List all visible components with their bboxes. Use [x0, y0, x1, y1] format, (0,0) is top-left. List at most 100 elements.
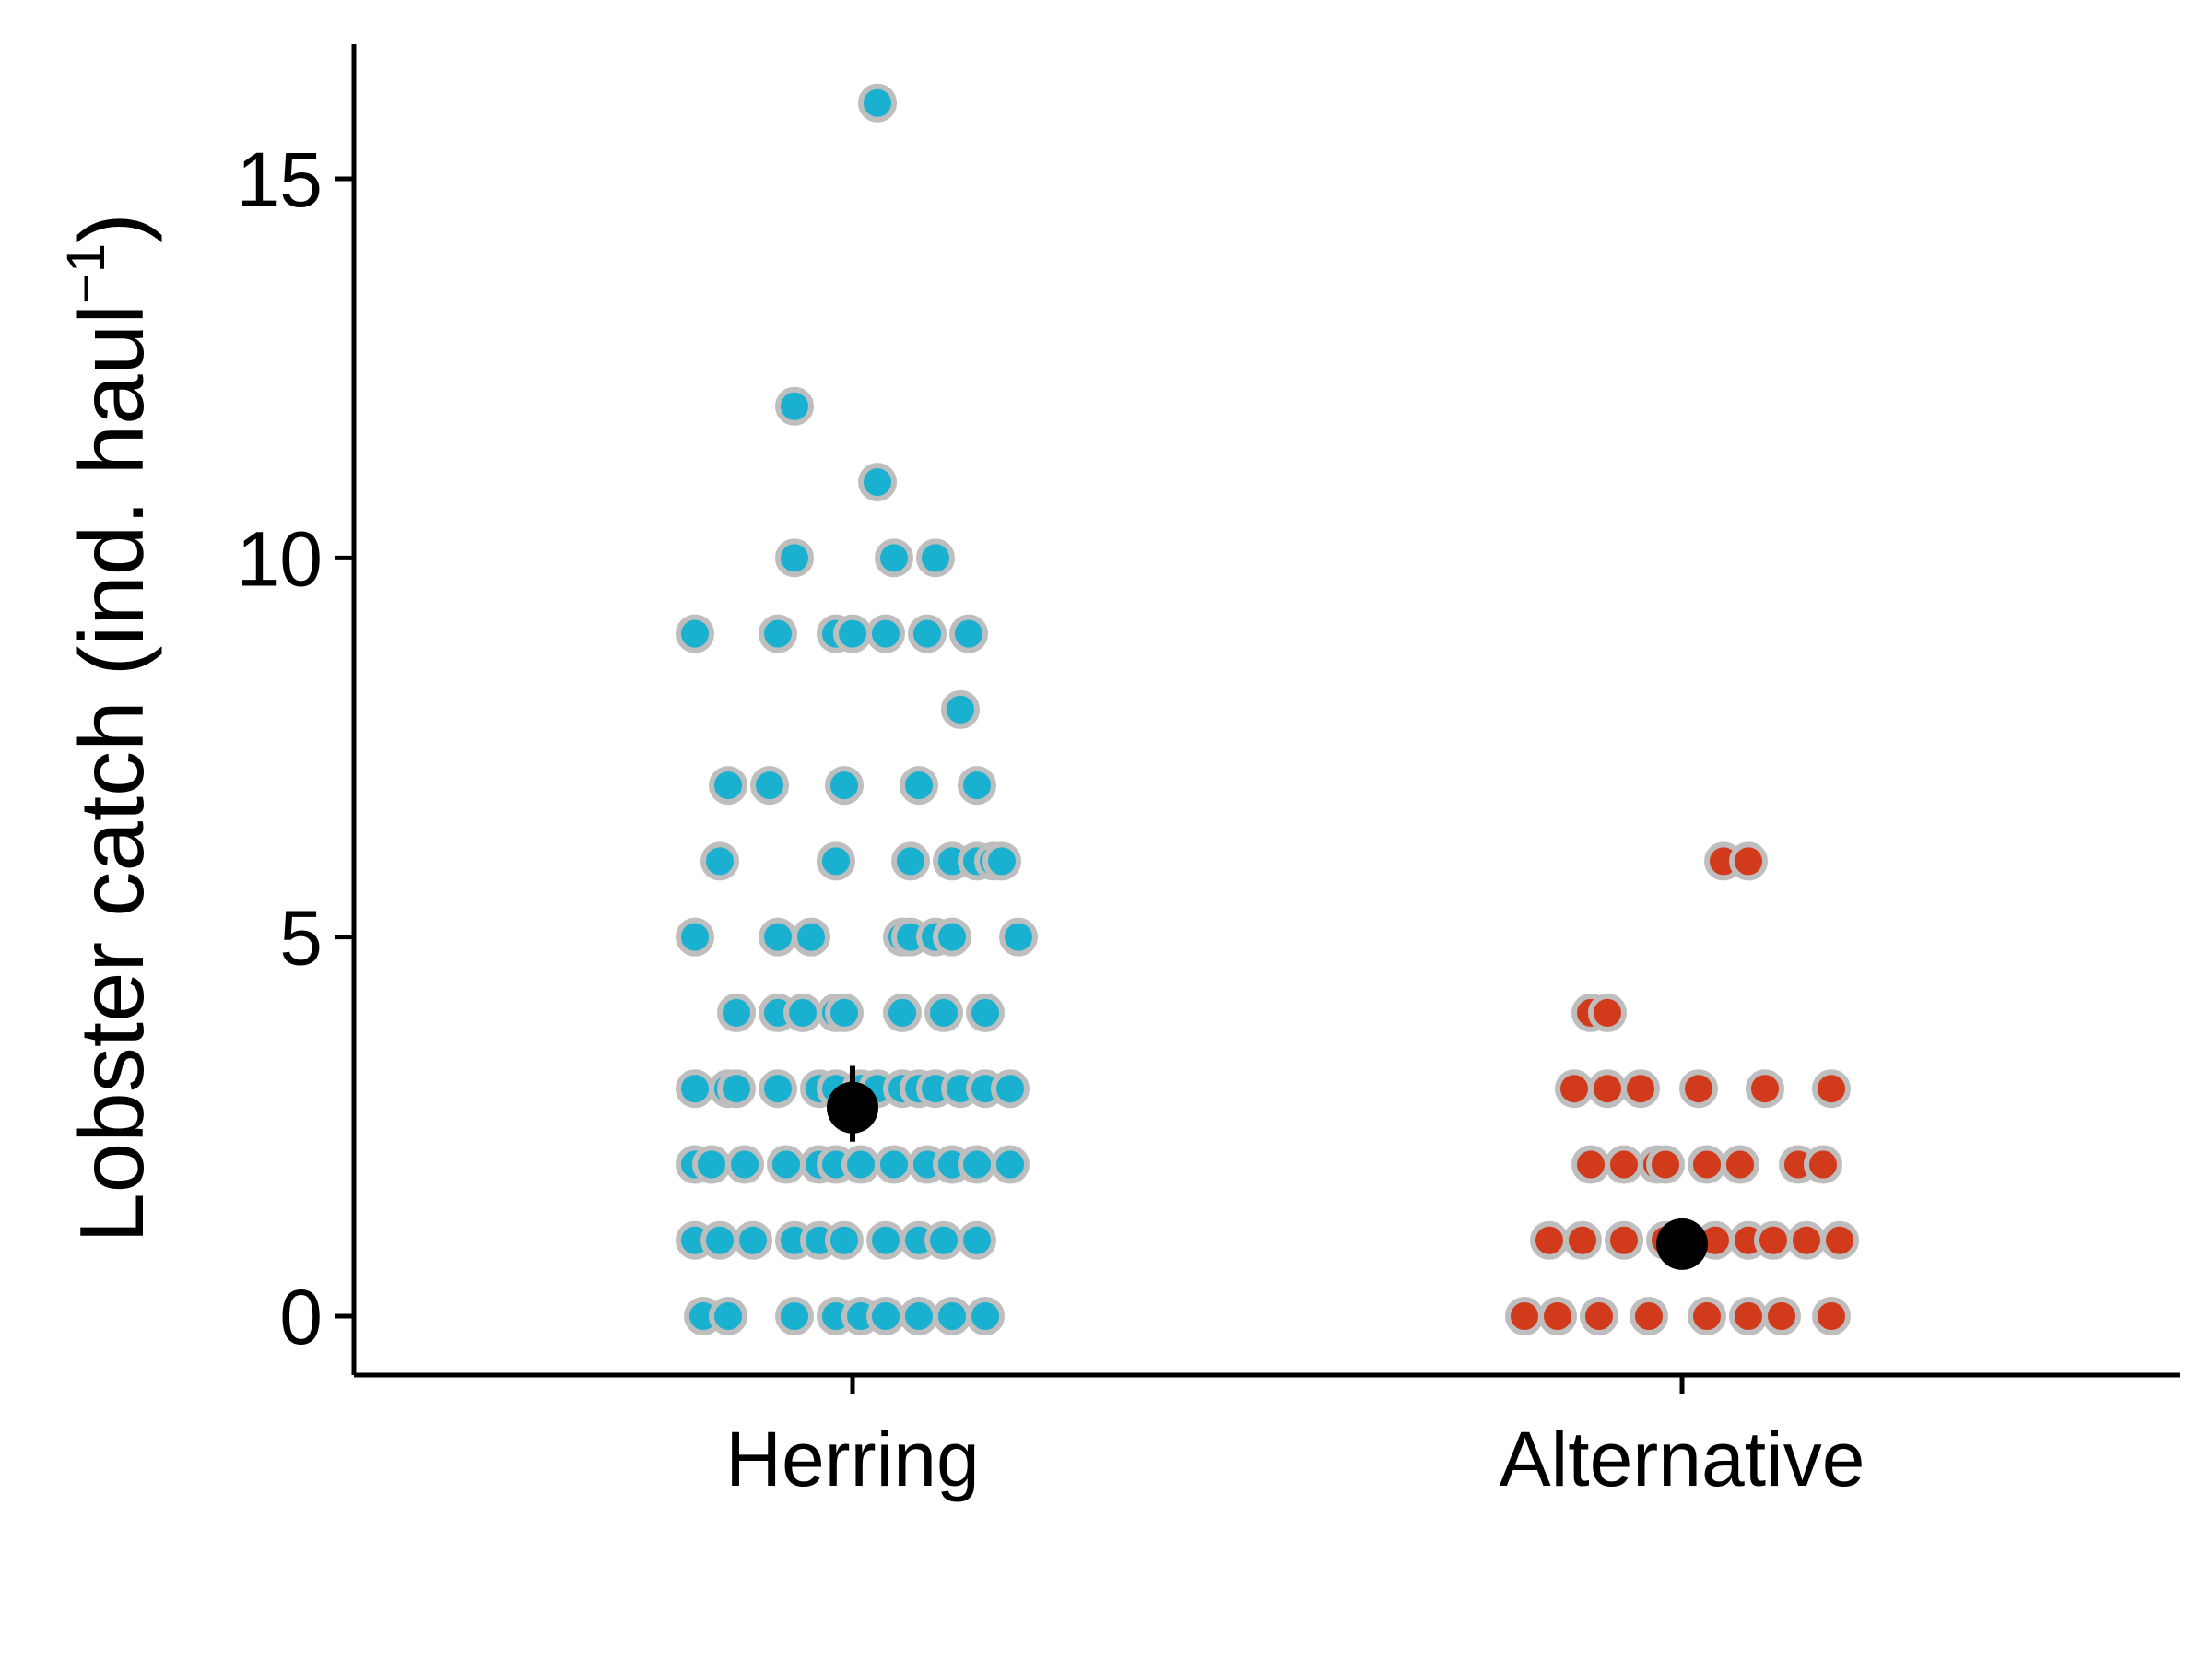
herring-point — [825, 993, 864, 1032]
y-tick-label: 5 — [279, 895, 323, 982]
herring-point — [734, 1220, 772, 1260]
herring-point — [875, 1145, 913, 1184]
herring-point — [875, 538, 913, 578]
herring-point — [891, 841, 930, 881]
herring-point — [941, 689, 980, 729]
alternative-point — [1563, 1220, 1602, 1260]
alternative-point — [1787, 1220, 1826, 1260]
herring-point — [866, 1220, 905, 1260]
plot-area — [676, 83, 1859, 1335]
herring-point — [999, 917, 1038, 957]
mean-point — [827, 1081, 878, 1134]
y-tick-label: 10 — [237, 515, 323, 602]
herring-point — [858, 463, 897, 502]
alternative-point — [1688, 1145, 1726, 1184]
alternative-point — [1538, 1297, 1577, 1335]
x-axis-ticks: Herring Alternative — [725, 1375, 1865, 1502]
alternative-point — [1812, 1069, 1851, 1109]
herring-point — [692, 1145, 731, 1184]
herring-point — [825, 1220, 864, 1260]
mean-point — [1656, 1218, 1708, 1270]
alternative-point — [1721, 1145, 1759, 1184]
herring-point — [958, 1220, 996, 1260]
alternative-point — [1630, 1297, 1668, 1335]
alternative-point — [1530, 1220, 1569, 1260]
herring-point — [949, 614, 988, 653]
alternative-point — [1646, 1145, 1685, 1184]
herring-point — [991, 1069, 1030, 1109]
herring-point — [676, 614, 714, 653]
herring-point — [866, 1297, 905, 1335]
herring-point — [676, 917, 714, 957]
herring-point — [676, 1069, 714, 1109]
alternative-point — [1812, 1297, 1851, 1335]
herring-point — [767, 1145, 806, 1184]
herring-point — [717, 1069, 756, 1109]
herring-point — [817, 841, 855, 881]
alternative-point — [1729, 841, 1768, 881]
alternative-point — [1746, 1069, 1784, 1109]
y-tick-label: 15 — [237, 136, 323, 223]
herring-point — [866, 614, 905, 653]
alternative-point — [1588, 993, 1627, 1032]
herring-point — [759, 917, 797, 957]
herring-point — [825, 766, 864, 806]
alternative-point — [1688, 1297, 1726, 1335]
herring-point — [775, 1297, 814, 1335]
y-axis-title: Lobster catch (ind. haul−1) — [56, 213, 162, 1243]
herring-point — [725, 1145, 764, 1184]
herring-point — [783, 993, 822, 1032]
herring-point — [924, 1220, 963, 1260]
y-axis-title-main: Lobster catch (ind. haul — [61, 304, 162, 1243]
alternative-point — [1571, 1145, 1610, 1184]
herring-point — [933, 1297, 971, 1335]
herring-point — [775, 538, 814, 578]
herring-point — [966, 993, 1005, 1032]
y-tick-label: 0 — [279, 1274, 323, 1360]
herring-point — [759, 1069, 797, 1109]
herring-point — [775, 386, 814, 426]
x-tick-label: Herring — [725, 1416, 979, 1502]
herring-point — [883, 993, 922, 1032]
herring-point — [991, 1145, 1030, 1184]
alternative-point — [1605, 1220, 1643, 1260]
y-axis-title-close: ) — [61, 213, 162, 243]
alternative-point — [1754, 1220, 1793, 1260]
herring-point — [709, 766, 747, 806]
herring-point — [900, 766, 938, 806]
y-axis-title-superscript: −1 — [56, 243, 116, 304]
herring-point — [792, 917, 830, 957]
alternative-point — [1820, 1220, 1859, 1260]
herring-point — [958, 1145, 996, 1184]
herring-point — [908, 614, 947, 653]
herring-point — [900, 1297, 938, 1335]
herring-point — [833, 614, 872, 653]
herring-point — [700, 841, 739, 881]
alternative-point — [1762, 1297, 1801, 1335]
herring-point — [841, 1145, 880, 1184]
y-axis-ticks: 0 5 10 15 — [237, 136, 354, 1360]
alternative-point — [1605, 1145, 1643, 1184]
herring-point — [933, 917, 971, 957]
alternative-point — [1729, 1297, 1768, 1335]
herring-point — [700, 1220, 739, 1260]
herring-point — [916, 538, 955, 578]
alternative-point — [1505, 1297, 1544, 1335]
herring-point — [924, 993, 963, 1032]
alternative-point — [1679, 1069, 1718, 1109]
alternative-point — [1580, 1297, 1618, 1335]
herring-point — [759, 614, 797, 653]
mean-markers — [827, 1065, 1708, 1270]
herring-point — [750, 766, 789, 806]
herring-point — [709, 1297, 747, 1335]
x-tick-label: Alternative — [1500, 1416, 1865, 1502]
alternative-point — [1621, 1069, 1660, 1109]
herring-point — [858, 83, 897, 123]
alternative-point — [1588, 1069, 1627, 1109]
herring-point — [982, 841, 1021, 881]
alternative-point — [1555, 1069, 1594, 1109]
herring-point — [958, 766, 996, 806]
herring-point — [717, 993, 756, 1032]
alternative-point — [1804, 1145, 1842, 1184]
